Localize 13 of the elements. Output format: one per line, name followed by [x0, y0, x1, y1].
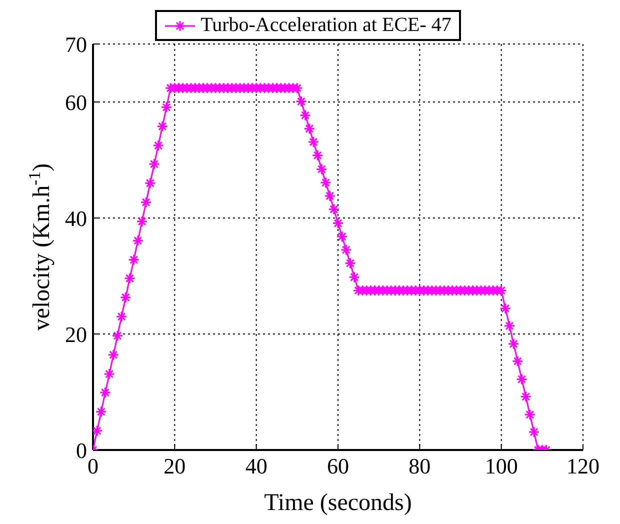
- legend-label: Turbo-Acceleration at ECE- 47: [200, 14, 452, 37]
- x-tick-label: 40: [245, 454, 268, 479]
- y-tick-label: 60: [65, 90, 87, 115]
- x-tick-label: 60: [327, 454, 349, 479]
- x-tick-label: 100: [484, 454, 518, 479]
- y-tick-label: 40: [65, 206, 87, 231]
- y-tick-label: 20: [65, 322, 87, 347]
- x-tick-label: 120: [566, 454, 600, 479]
- y-tick-label: 70: [65, 32, 87, 57]
- x-tick-label: 20: [164, 454, 186, 479]
- x-tick-label: 80: [408, 454, 431, 479]
- y-tick-label: 0: [76, 438, 87, 463]
- x-axis-title: Time (seconds): [264, 490, 412, 516]
